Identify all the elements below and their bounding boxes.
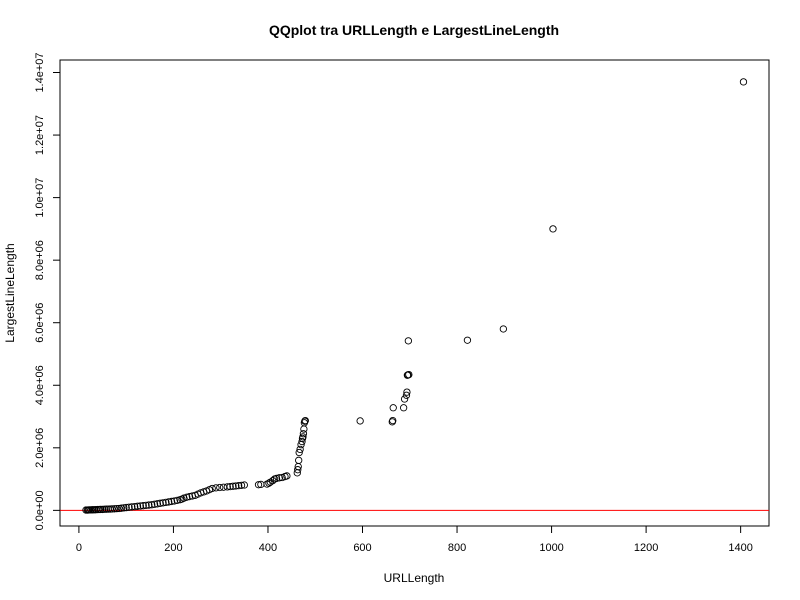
data-point bbox=[232, 482, 240, 490]
chart-title: QQplot tra URLLength e LargestLineLength bbox=[269, 22, 559, 38]
data-point bbox=[120, 504, 128, 512]
data-point bbox=[463, 336, 472, 344]
y-tick-label: 8.0e+06 bbox=[34, 240, 46, 280]
data-point bbox=[165, 498, 173, 506]
data-point bbox=[145, 501, 153, 509]
x-tick-label: 0 bbox=[76, 542, 82, 554]
x-tick-label: 1400 bbox=[728, 542, 752, 554]
data-point bbox=[150, 500, 159, 508]
data-point bbox=[283, 472, 291, 480]
data-point bbox=[139, 502, 147, 510]
data-point bbox=[275, 474, 283, 482]
x-tick-label: 200 bbox=[164, 542, 182, 554]
data-point bbox=[183, 493, 191, 501]
data-point bbox=[226, 482, 234, 491]
y-tick-label: 0.0e+00 bbox=[34, 490, 46, 530]
data-point bbox=[208, 484, 216, 493]
data-point bbox=[128, 503, 136, 511]
data-point bbox=[403, 388, 411, 396]
data-point bbox=[300, 425, 308, 433]
data-point bbox=[110, 505, 119, 513]
data-point bbox=[235, 482, 243, 490]
data-point bbox=[102, 505, 110, 513]
data-point bbox=[170, 497, 179, 505]
y-tick-label: 1.0e+07 bbox=[34, 178, 46, 218]
data-point bbox=[223, 483, 231, 491]
data-point bbox=[108, 505, 116, 513]
data-point bbox=[159, 499, 167, 507]
data-point bbox=[272, 474, 281, 483]
data-point bbox=[405, 370, 413, 379]
data-point bbox=[185, 492, 194, 501]
data-point bbox=[156, 499, 164, 507]
data-point bbox=[216, 483, 224, 492]
data-point bbox=[499, 325, 508, 333]
data-point bbox=[131, 502, 139, 511]
data-point bbox=[301, 416, 309, 425]
data-point bbox=[549, 225, 557, 233]
data-point bbox=[167, 497, 176, 506]
data-point bbox=[162, 498, 170, 507]
data-point bbox=[389, 416, 397, 425]
y-tick-label: 2.0e+06 bbox=[34, 428, 46, 468]
x-axis: 0 200 400 600 800 1000 1200 1400 bbox=[76, 525, 753, 554]
x-tick-label: 800 bbox=[448, 542, 466, 554]
data-point bbox=[254, 481, 263, 489]
data-point bbox=[212, 484, 220, 492]
data-point bbox=[133, 502, 142, 510]
x-tick-label: 1200 bbox=[634, 542, 658, 554]
data-point bbox=[296, 445, 304, 454]
data-point bbox=[96, 505, 105, 514]
data-point bbox=[237, 481, 246, 489]
data-point bbox=[148, 501, 156, 509]
data-point bbox=[153, 500, 162, 508]
data-point bbox=[229, 482, 237, 490]
data-point bbox=[115, 504, 123, 513]
data-point bbox=[117, 504, 126, 512]
data-point bbox=[299, 430, 308, 438]
data-point bbox=[125, 503, 133, 511]
data-point bbox=[356, 417, 364, 425]
data-point bbox=[404, 337, 413, 345]
y-tick-label: 4.0e+06 bbox=[34, 365, 46, 405]
data-point bbox=[136, 502, 145, 510]
data-point bbox=[739, 78, 748, 86]
data-point bbox=[269, 477, 277, 485]
data-point bbox=[113, 504, 121, 513]
data-point bbox=[299, 433, 307, 441]
x-tick-label: 1000 bbox=[539, 542, 563, 554]
data-point bbox=[400, 395, 409, 403]
data-point bbox=[294, 466, 302, 474]
data-point bbox=[240, 481, 248, 489]
data-point bbox=[298, 437, 306, 446]
data-point bbox=[402, 391, 411, 399]
data-point bbox=[389, 404, 397, 412]
y-axis-label: LargestLineLength bbox=[3, 243, 17, 342]
x-tick-label: 400 bbox=[259, 542, 277, 554]
data-point bbox=[399, 404, 408, 412]
data-point bbox=[295, 456, 303, 464]
data-point bbox=[295, 448, 303, 457]
points-layer bbox=[82, 78, 748, 514]
data-point bbox=[265, 479, 273, 487]
data-point bbox=[142, 501, 150, 510]
y-tick-label: 1.4e+07 bbox=[34, 52, 46, 92]
y-axis: 0.0e+00 2.0e+06 4.0e+06 6.0e+06 8.0e+06 1.0e+… bbox=[34, 52, 61, 530]
y-tick-label: 6.0e+06 bbox=[34, 303, 46, 343]
plot-frame bbox=[59, 59, 770, 527]
data-point bbox=[173, 496, 181, 505]
x-tick-label: 600 bbox=[353, 542, 371, 554]
data-point bbox=[122, 503, 130, 512]
y-tick-label: 1.2e+07 bbox=[34, 115, 46, 155]
x-axis-label: URLLength bbox=[384, 571, 445, 585]
